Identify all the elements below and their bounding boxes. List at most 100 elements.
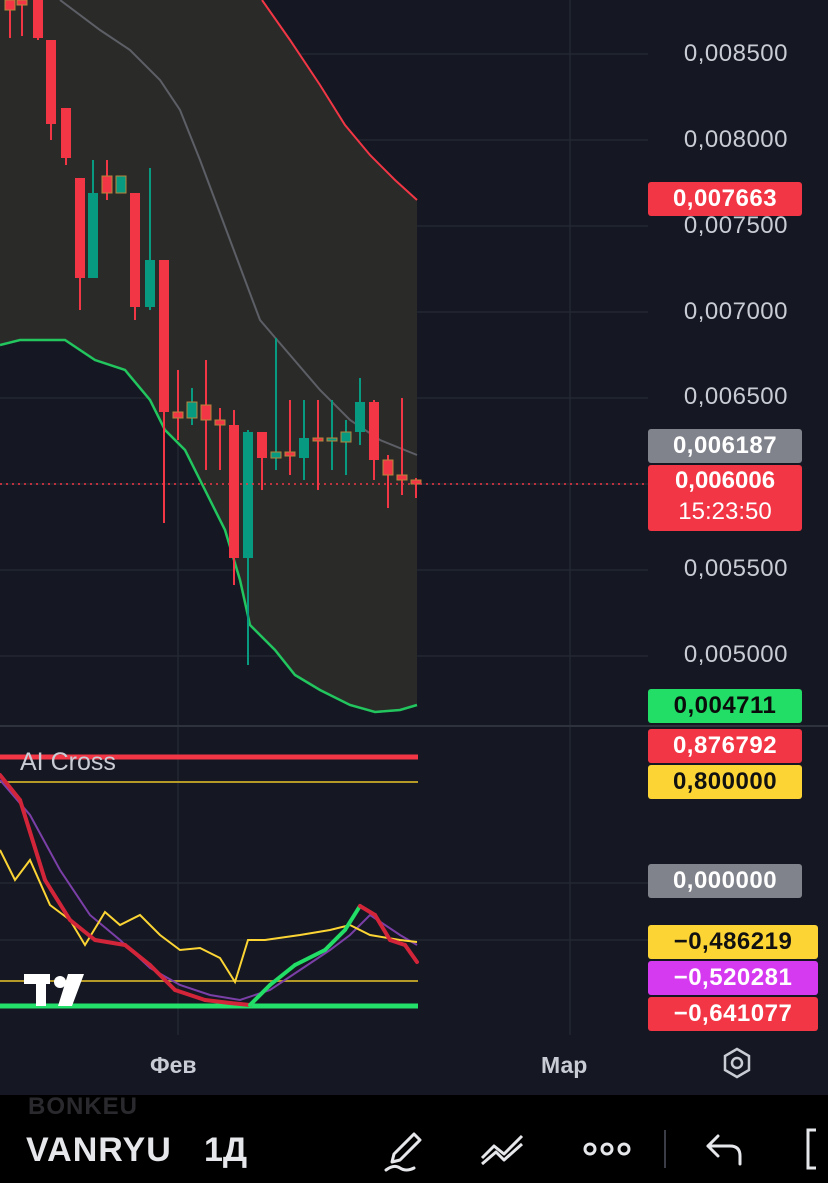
candle	[159, 260, 169, 523]
indicator-slow-segment	[0, 773, 22, 802]
candle	[88, 160, 98, 278]
candle	[214, 408, 226, 470]
indicator-slow-segment	[268, 963, 297, 987]
price-chart[interactable]	[0, 0, 828, 1095]
indicator-title[interactable]: AI Cross	[20, 748, 116, 776]
candle	[326, 400, 338, 470]
indicator-slow-segment	[293, 948, 327, 967]
candle-body	[186, 401, 198, 419]
candle-body	[4, 0, 16, 11]
candle	[75, 178, 85, 310]
candle-body	[369, 402, 379, 460]
candle-body	[200, 404, 212, 421]
more-icon[interactable]	[582, 1124, 632, 1174]
candle-body	[340, 431, 352, 443]
bar-countdown: 15:23:50	[678, 498, 772, 525]
indicator-slow-segment	[93, 938, 127, 947]
candle	[312, 400, 324, 490]
candle-body	[299, 438, 309, 458]
bollinger-upper-line	[261, 0, 418, 201]
indicator-fast-line	[0, 849, 418, 985]
price-axis-label: 0,005500	[683, 555, 788, 582]
candle	[382, 455, 394, 508]
lower-band-price-tag: 0,004711	[648, 689, 802, 723]
price-axis-label: 0,007000	[683, 298, 788, 325]
candle	[46, 40, 56, 140]
candle	[299, 400, 309, 480]
indicator-slow-segment	[323, 928, 347, 952]
candle-body	[130, 193, 140, 307]
candle	[101, 160, 113, 200]
last-price-tag: 0,006006 15:23:50	[648, 465, 802, 531]
indicator-zero-tag: 0,000000	[648, 864, 802, 898]
candle	[229, 410, 239, 585]
symbol-button[interactable]: VANRYU	[26, 1131, 172, 1169]
price-axis-label: 0,008000	[683, 126, 788, 153]
candle	[145, 168, 155, 310]
candle-body	[46, 40, 56, 124]
bollinger-middle-line	[59, 0, 418, 456]
candle	[243, 430, 253, 665]
candle-body	[257, 432, 267, 458]
indicator-slow-segment	[228, 1001, 252, 1007]
indicator-level-tag: 0,800000	[648, 765, 802, 799]
candle-body	[16, 0, 28, 6]
indicator-slow-segment	[403, 943, 419, 964]
candle-body	[312, 437, 324, 442]
candle	[257, 432, 267, 490]
candle	[16, 0, 28, 36]
interval-button[interactable]: 1Д	[204, 1131, 248, 1169]
candle-body	[229, 425, 239, 558]
candle	[130, 193, 140, 320]
candle-body	[214, 419, 226, 426]
candle	[172, 370, 184, 440]
indicator-slow-segment	[388, 938, 407, 947]
candle-body	[115, 175, 127, 194]
candle-body	[101, 175, 113, 194]
candle-body	[145, 260, 155, 307]
candle-body	[172, 411, 184, 419]
undo-icon[interactable]	[700, 1124, 750, 1174]
candle	[355, 378, 365, 445]
candle	[200, 360, 212, 470]
indicator-slow-segment	[248, 983, 272, 1007]
candle-body	[61, 108, 71, 158]
candle-body	[88, 193, 98, 278]
time-axis-label-mar: Мар	[541, 1052, 588, 1078]
candle	[369, 400, 379, 480]
indicator-upper-tag: 0,876792	[648, 729, 802, 763]
candle-body	[159, 260, 169, 412]
price-axis-label: 0,008500	[683, 40, 788, 67]
indicator-slow-tag: −0,641077	[648, 997, 818, 1031]
candle	[33, 0, 43, 40]
candle-body	[243, 432, 253, 558]
bollinger-band-fill	[0, 0, 417, 712]
indicator-slow-segment	[43, 878, 72, 922]
indicator-slow-segment	[373, 913, 392, 942]
toolbar-divider	[664, 1130, 666, 1168]
middle-band-price-tag: 0,006187	[648, 429, 802, 463]
candle	[340, 420, 352, 475]
indicator-mid-tag: −0,520281	[648, 961, 818, 995]
candle-body	[396, 474, 408, 481]
previous-symbol-ghost: BONKEU	[28, 1093, 139, 1120]
upper-band-price-tag: 0,007663	[648, 182, 802, 216]
candle-body	[355, 402, 365, 432]
indicator-mid-line	[0, 779, 418, 1002]
indicator-slow-segment	[18, 798, 47, 882]
candle	[61, 108, 71, 165]
candle	[186, 388, 198, 425]
pencil-icon[interactable]	[380, 1124, 430, 1174]
candle-body	[284, 451, 296, 457]
indicators-icon[interactable]	[478, 1124, 528, 1174]
fullscreen-icon[interactable]	[796, 1124, 828, 1174]
indicator-slow-segment	[343, 904, 362, 932]
candle-body	[75, 178, 85, 278]
chart-settings-icon[interactable]	[720, 1046, 754, 1080]
candle-body	[33, 0, 43, 38]
time-axis-label-feb: Фев	[150, 1052, 197, 1078]
candle	[284, 400, 296, 475]
indicator-slow-line	[0, 773, 419, 1007]
candle-body	[326, 437, 338, 442]
candlestick-series	[4, 0, 422, 665]
